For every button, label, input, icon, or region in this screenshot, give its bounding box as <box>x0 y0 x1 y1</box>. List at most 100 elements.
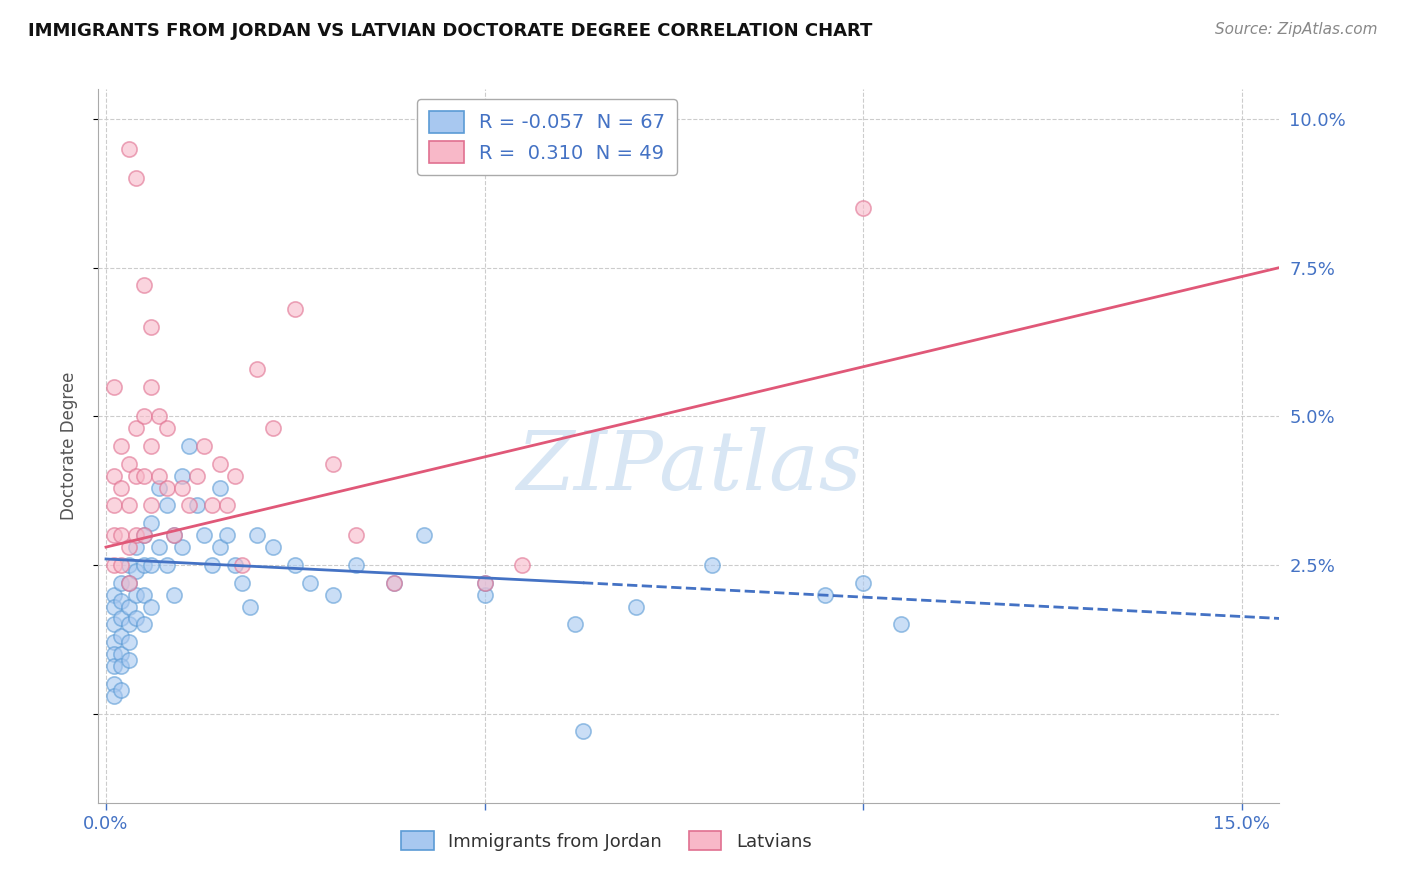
Point <box>110 558 132 572</box>
Point <box>890 617 912 632</box>
Point <box>564 617 586 632</box>
Point <box>155 481 177 495</box>
Point <box>110 575 132 590</box>
Point <box>572 724 595 739</box>
Point <box>474 575 496 590</box>
Point <box>132 528 155 542</box>
Text: ZIPatlas: ZIPatlas <box>516 427 862 508</box>
Point <box>118 575 141 590</box>
Point <box>246 528 269 542</box>
Point <box>413 528 436 542</box>
Point <box>186 499 208 513</box>
Point <box>852 575 875 590</box>
Point <box>224 558 246 572</box>
Point <box>118 142 141 156</box>
Point <box>103 689 125 703</box>
Point <box>224 468 246 483</box>
Point <box>118 558 141 572</box>
Point <box>148 540 170 554</box>
Point <box>110 629 132 643</box>
Point <box>103 558 125 572</box>
Point <box>125 421 148 435</box>
Point <box>141 439 163 453</box>
Point <box>163 588 186 602</box>
Point <box>103 499 125 513</box>
Point <box>231 575 253 590</box>
Point <box>193 439 215 453</box>
Point <box>186 468 208 483</box>
Point <box>118 499 141 513</box>
Point <box>141 599 163 614</box>
Point <box>170 468 193 483</box>
Y-axis label: Doctorate Degree: Doctorate Degree <box>59 372 77 520</box>
Point <box>322 588 344 602</box>
Point <box>201 558 224 572</box>
Point <box>262 540 284 554</box>
Point <box>103 677 125 691</box>
Point <box>208 457 231 471</box>
Point <box>110 593 132 607</box>
Point <box>141 558 163 572</box>
Point <box>208 481 231 495</box>
Point <box>118 575 141 590</box>
Point <box>382 575 405 590</box>
Point <box>103 647 125 661</box>
Point <box>148 468 170 483</box>
Point <box>132 278 155 293</box>
Point <box>284 302 307 317</box>
Point <box>179 439 201 453</box>
Point <box>474 588 496 602</box>
Point <box>125 528 148 542</box>
Point <box>103 659 125 673</box>
Point <box>246 361 269 376</box>
Point <box>170 481 193 495</box>
Point <box>217 528 239 542</box>
Point <box>103 599 125 614</box>
Point <box>474 575 496 590</box>
Point <box>179 499 201 513</box>
Point <box>344 558 367 572</box>
Point <box>814 588 837 602</box>
Point <box>110 439 132 453</box>
Point <box>132 617 155 632</box>
Point <box>148 481 170 495</box>
Point <box>132 409 155 424</box>
Point <box>132 468 155 483</box>
Point <box>125 540 148 554</box>
Point <box>118 617 141 632</box>
Point <box>141 499 163 513</box>
Point <box>141 320 163 334</box>
Point <box>512 558 534 572</box>
Point <box>852 201 875 215</box>
Point <box>163 528 186 542</box>
Point <box>125 588 148 602</box>
Point <box>141 379 163 393</box>
Point <box>125 611 148 625</box>
Point <box>125 468 148 483</box>
Point <box>239 599 262 614</box>
Point <box>110 647 132 661</box>
Point <box>125 564 148 578</box>
Point <box>624 599 647 614</box>
Point <box>118 599 141 614</box>
Point <box>155 499 177 513</box>
Point <box>118 653 141 667</box>
Point <box>103 379 125 393</box>
Point <box>208 540 231 554</box>
Point <box>148 409 170 424</box>
Point <box>217 499 239 513</box>
Point <box>262 421 284 435</box>
Text: Source: ZipAtlas.com: Source: ZipAtlas.com <box>1215 22 1378 37</box>
Point <box>700 558 723 572</box>
Point <box>322 457 344 471</box>
Point <box>118 540 141 554</box>
Point <box>344 528 367 542</box>
Point <box>110 611 132 625</box>
Point <box>155 421 177 435</box>
Point <box>141 516 163 531</box>
Point <box>132 588 155 602</box>
Point <box>193 528 215 542</box>
Point <box>170 540 193 554</box>
Point <box>103 528 125 542</box>
Point <box>110 659 132 673</box>
